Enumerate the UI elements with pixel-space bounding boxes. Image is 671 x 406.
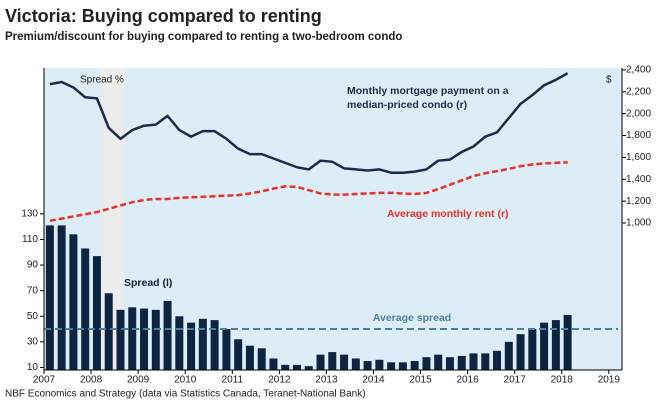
bar: [445, 357, 454, 370]
bar: [316, 354, 325, 370]
x-tick-label: 2018: [551, 375, 574, 386]
bar: [69, 234, 78, 370]
line: [49, 72, 569, 174]
y2-tick-label: 1,200: [626, 196, 651, 207]
bar: [328, 352, 337, 370]
bar: [351, 358, 360, 370]
y-tick-label: 130: [21, 209, 38, 220]
annotation: Spread (l): [124, 277, 172, 289]
bar: [163, 300, 172, 370]
y-tick-label: 10: [27, 362, 39, 373]
y2-tick-label: 2,400: [626, 65, 651, 76]
bar: [269, 358, 278, 370]
x-tick-label: 2013: [315, 375, 338, 386]
x-tick-label: 2019: [598, 375, 621, 386]
chart-subtitle: Premium/discount for buying compared to …: [5, 31, 402, 43]
y-tick-label: 90: [27, 260, 39, 271]
bar: [140, 308, 149, 370]
y-axis-label: Spread %: [80, 75, 124, 86]
source-note: NBF Economics and Strategy (data via Sta…: [5, 389, 366, 400]
bar: [128, 307, 137, 370]
line: [49, 161, 568, 223]
bar: [469, 353, 478, 370]
bar: [116, 309, 125, 370]
bar: [187, 322, 196, 370]
bar: [422, 357, 431, 370]
x-tick-label: 2011: [222, 375, 244, 386]
x-tick-label: 2008: [80, 375, 103, 386]
bar: [540, 322, 549, 370]
bar: [245, 345, 254, 370]
y-tick-label: 110: [22, 234, 38, 245]
bar: [387, 362, 396, 370]
bar: [57, 225, 66, 370]
bar: [398, 362, 407, 370]
annotation: median-priced condo (r): [347, 99, 467, 111]
bar: [410, 361, 419, 370]
x-tick-label: 2014: [362, 375, 385, 386]
bar: [481, 353, 490, 370]
bar: [434, 354, 443, 370]
bar: [292, 364, 301, 370]
bar: [375, 359, 384, 370]
y2-tick-label: 1,000: [626, 218, 651, 229]
bar: [493, 350, 502, 370]
bar: [222, 329, 231, 370]
annotation: Monthly mortgage payment on a: [347, 85, 509, 97]
bar: [81, 248, 90, 370]
bar: [198, 318, 207, 370]
bar: [281, 364, 290, 370]
bar: [304, 366, 313, 370]
bar: [340, 354, 349, 370]
y-tick-label: 30: [27, 336, 39, 347]
bar: [234, 339, 243, 370]
bar: [175, 316, 184, 370]
x-tick-label: 2017: [504, 375, 527, 386]
bar: [457, 355, 466, 370]
x-tick-label: 2010: [174, 375, 197, 386]
x-tick-label: 2012: [268, 375, 291, 386]
y2-tick-label: 1,400: [626, 174, 651, 185]
y2-axis-label: $: [606, 75, 612, 86]
x-tick-label: 2016: [456, 375, 479, 386]
chart-title: Victoria: Buying compared to renting: [5, 6, 322, 26]
bar: [528, 329, 537, 370]
bar: [210, 320, 219, 370]
bar: [257, 348, 266, 370]
annotation: Average monthly rent (r): [387, 208, 509, 220]
bar: [504, 341, 513, 370]
bar: [92, 256, 101, 370]
x-tick-label: 2007: [33, 375, 56, 386]
x-tick-label: 2015: [409, 375, 432, 386]
y-tick-label: 50: [27, 311, 39, 322]
bar: [45, 225, 54, 370]
y2-tick-label: 2,000: [626, 108, 651, 119]
reference-label: Average spread: [373, 312, 451, 324]
bar: [516, 334, 525, 370]
y2-tick-label: 1,600: [626, 152, 651, 163]
y-tick-label: 70: [27, 285, 39, 296]
bar: [363, 361, 372, 370]
bar: [563, 314, 572, 370]
y2-tick-label: 1,800: [626, 130, 651, 141]
bar: [104, 293, 113, 370]
bar: [151, 309, 160, 370]
x-tick-label: 2009: [127, 375, 150, 386]
y2-tick-label: 2,200: [626, 86, 651, 97]
bar: [551, 320, 560, 370]
